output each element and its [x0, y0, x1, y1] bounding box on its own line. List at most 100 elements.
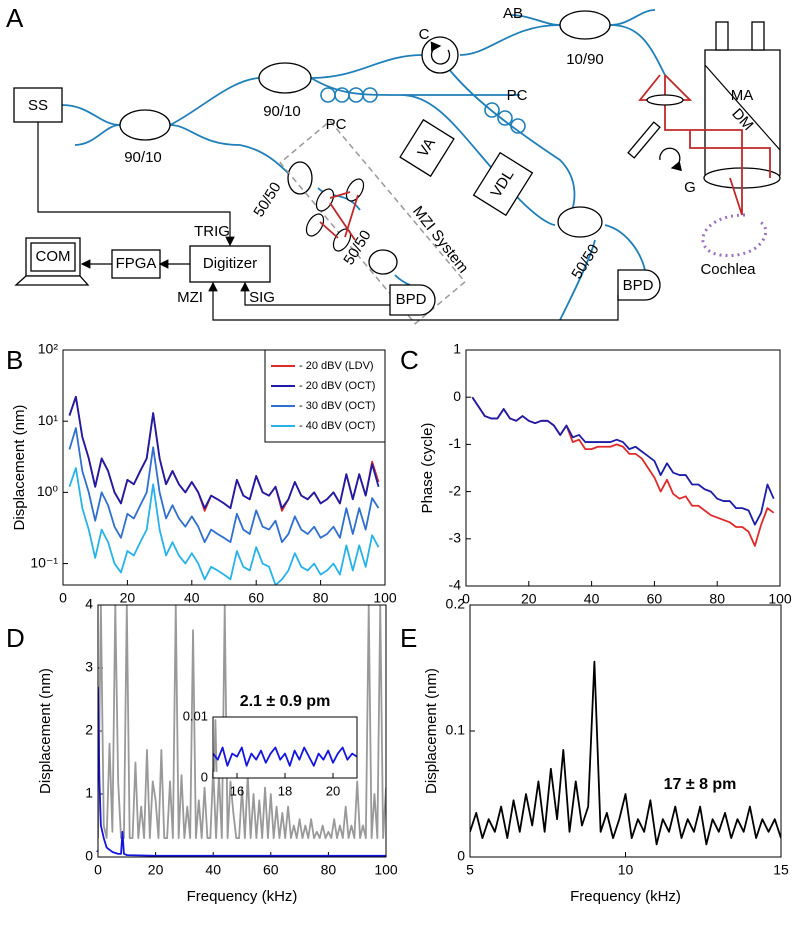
label: MZI — [177, 289, 203, 306]
y-tick-label: 10¹ — [38, 412, 59, 428]
series-group — [470, 660, 781, 846]
y-tick-label: 0.1 — [446, 722, 466, 738]
series-line — [471, 396, 775, 526]
label: PC — [326, 116, 347, 133]
y-tick-label: 3 — [85, 659, 93, 675]
panel-label: A — [6, 3, 24, 33]
x-axis-label: Frequency (kHz) — [187, 888, 298, 905]
box — [399, 118, 455, 178]
y-axis-label: Displacement (nm) — [423, 668, 440, 794]
legend-label: - 20 dBV (OCT) — [299, 380, 375, 392]
polarization-controller — [320, 87, 526, 134]
x-tick-label: 80 — [321, 862, 337, 878]
label: G — [684, 179, 696, 196]
x-tick-label: 20 — [521, 591, 537, 607]
label: COM — [36, 248, 71, 265]
y-tick-label: 4 — [85, 596, 93, 612]
series-line — [68, 395, 380, 510]
y-tick-label: 1 — [85, 785, 93, 801]
detector — [617, 269, 661, 301]
y-tick-label: 10² — [38, 341, 59, 357]
box — [189, 245, 271, 283]
series-line — [68, 427, 380, 544]
legend-label: - 20 dBV (LDV) — [299, 360, 374, 372]
y-tick-label: 0.2 — [446, 596, 466, 612]
y-tick-label: 10⁰ — [37, 483, 59, 499]
label: Cochlea — [700, 261, 756, 278]
x-tick-label: 20 — [120, 590, 136, 606]
setup-diagram: A — [6, 3, 781, 325]
chart: 0 20 40 60 80 100 -4 -3 -2 -1 0 1 C Phase (cycle) — [400, 341, 792, 607]
y-tick-label: 0.01 — [183, 708, 208, 723]
label: C — [419, 26, 430, 43]
x-tick-label: 0 — [59, 590, 67, 606]
y-tick-label: 0 — [85, 848, 93, 864]
chart: 0 20 40 60 80 100 10⁻¹ 10⁰ 10¹ 10² B Displacement (… — [6, 341, 397, 606]
y-tick-label: 1 — [453, 341, 461, 357]
coupler — [119, 109, 171, 141]
x-tick-label: 20 — [326, 783, 340, 798]
x-tick-label: 10 — [618, 862, 634, 878]
x-tick-label: 80 — [709, 591, 725, 607]
label: BPD — [396, 291, 427, 308]
x-tick-label: 100 — [768, 591, 792, 607]
label: SS — [28, 97, 48, 114]
axes-frame — [469, 604, 782, 858]
label: 90/10 — [124, 149, 162, 166]
x-tick-label: 15 — [773, 862, 789, 878]
y-tick-label: 10⁻¹ — [30, 554, 58, 570]
chart: 5 10 15 0 0.1 0.2 E Displacement (nm) Frequency … — [400, 596, 789, 905]
chart: 16 18 20 0 0.01 2.1 ± 0.9 pm — [183, 693, 358, 798]
coupler — [287, 161, 313, 195]
label: 10/90 — [566, 51, 604, 68]
plot-area — [213, 717, 357, 778]
y-tick-label: 0 — [201, 769, 208, 784]
x-tick-label: 60 — [647, 591, 663, 607]
label: TRIG — [194, 223, 230, 240]
legend-label: - 40 dBV (OCT) — [299, 420, 375, 432]
x-tick-label: 16 — [230, 783, 244, 798]
x-tick-label: 100 — [373, 590, 397, 606]
x-axis-label: Frequency (kHz) — [570, 888, 681, 905]
series-line — [213, 746, 357, 767]
y-axis-label: Displacement (nm) — [37, 668, 54, 794]
x-tick-label: 40 — [205, 862, 221, 878]
panel-label: C — [400, 345, 419, 375]
coupler — [557, 206, 603, 238]
plot-area — [466, 350, 780, 586]
x-tick-label: 20 — [148, 862, 164, 878]
coupler — [258, 62, 312, 94]
label: 50/50 — [250, 179, 284, 220]
annotation: 2.1 ± 0.9 pm — [240, 693, 331, 710]
axes-frame — [212, 716, 358, 779]
y-tick-label: 0 — [457, 848, 465, 864]
label: MA — [731, 87, 754, 104]
legend: - 20 dBV (LDV) - 20 dBV (OCT) - 30 dBV (OC… — [264, 349, 386, 443]
panel-label: E — [400, 623, 417, 653]
panel-label: B — [6, 345, 23, 375]
coupler — [368, 249, 398, 275]
legend-label: - 30 dBV (OCT) — [299, 400, 375, 412]
y-tick-label: -1 — [449, 435, 462, 451]
x-tick-label: 0 — [462, 591, 470, 607]
annotation: 17 ± 8 pm — [664, 776, 737, 793]
x-tick-label: 5 — [466, 862, 474, 878]
label: Digitizer — [203, 255, 257, 272]
label: BPD — [623, 277, 654, 294]
label: 50/50 — [568, 241, 602, 282]
axes-frame — [465, 349, 781, 587]
series-group — [98, 605, 386, 857]
x-tick-label: 40 — [584, 591, 600, 607]
series-group — [68, 395, 380, 585]
coupler — [559, 10, 611, 40]
x-tick-label: 60 — [263, 862, 279, 878]
x-tick-label: 100 — [374, 862, 398, 878]
label: FPGA — [116, 255, 157, 272]
x-tick-label: 40 — [184, 590, 200, 606]
y-tick-label: 0 — [453, 388, 461, 404]
label: AB — [503, 5, 523, 22]
panel-label: D — [6, 623, 25, 653]
series-group — [471, 396, 775, 547]
y-tick-label: 2 — [85, 722, 93, 738]
